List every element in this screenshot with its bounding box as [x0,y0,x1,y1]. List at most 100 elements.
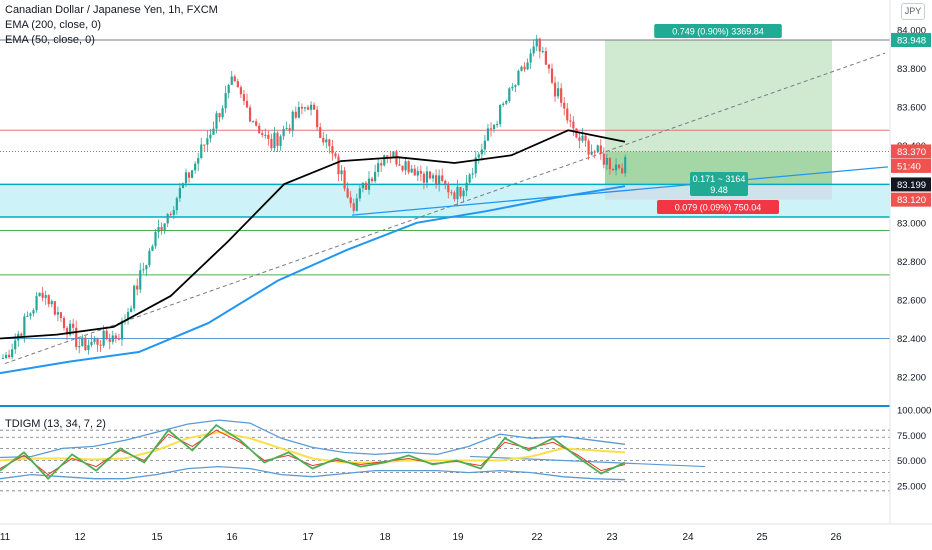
price-pane[interactable]: 0.749 (0.90%) 3369.84 0.079 (0.09%) 750.0… [0,24,890,407]
candle-body [270,138,273,149]
candle-body [72,323,75,328]
candle-body [398,164,401,166]
candle-body [11,349,14,358]
candle-body [206,138,209,145]
candle-body [593,151,596,153]
currency-badge[interactable]: JPY [901,3,925,20]
candle-body [221,108,224,118]
candle-body [410,168,413,173]
candle-body [26,315,29,317]
slow-line [0,431,626,464]
time-tick-label: 23 [606,532,618,543]
lower-band [0,465,626,481]
tdigm-legend[interactable]: TDIGM (13, 34, 7, 2) [5,418,106,430]
candle-body [267,134,270,139]
candle-body [120,320,124,340]
candle-body [157,226,160,232]
candle-body [364,182,368,190]
candle-body [53,301,56,315]
candle-body [59,312,63,319]
candle-body [502,103,505,106]
candle-body [114,335,117,339]
price-tick-label: 82.800 [897,257,926,268]
candle-body [81,337,84,347]
ema50-legend[interactable]: EMA (50, close, 0) [5,34,95,46]
candle-body [444,180,447,185]
candle-body [163,223,166,231]
indicator-tick-label: 25.000 [897,481,926,492]
candle-body [99,344,102,346]
candle-body [218,113,221,118]
candle-body [459,186,462,197]
candle-body [197,158,200,164]
price-tick-label: 82.600 [897,295,926,306]
price-tick-label: 83.800 [897,64,926,75]
candle-body [306,107,310,110]
candle-body [425,171,429,183]
candle-body [404,161,407,171]
candle-body [23,316,26,336]
candle-body [50,301,53,305]
candle-body [316,109,319,128]
price-tick-label: 84.000 [897,26,926,37]
price-tick-label: 83.600 [897,103,926,114]
candle-body [1,357,5,359]
candle-body [514,85,517,87]
candle-body [65,327,69,335]
target-label-bg [654,24,782,38]
symbol-title[interactable]: Canadian Dollar / Japanese Yen, 1h, FXCM [5,4,218,16]
candle-body [453,192,456,200]
candle-body [511,86,514,89]
candle-body [377,163,380,173]
candle-body [209,134,212,139]
candle-body [419,170,422,174]
indicator-pane[interactable] [0,419,890,492]
candle-body [136,285,139,290]
candle-body [611,169,615,171]
candle-body [471,173,474,175]
time-tick-label: 26 [830,532,842,543]
candle-body [343,170,346,189]
candle-body [172,210,175,215]
candle-body [599,145,602,154]
candle-body [212,128,215,135]
candle-body [374,172,377,182]
candle-body [441,175,444,181]
candle-body [130,308,133,312]
price-tick-label: 82.400 [897,334,926,345]
candle-body [194,163,197,171]
candle-body [584,135,587,141]
target-label: 0.749 (0.90%) 3369.84 [672,27,764,37]
rr-label-1: 0.171 ~ 3164 [693,174,746,184]
candle-body [90,341,93,346]
lower-trendline [351,166,889,216]
candle-body [313,104,316,110]
price-badge: 83.948 [897,36,926,47]
candle-body [78,346,81,348]
candle-body [569,120,572,122]
candle-body [273,132,276,149]
candle-body [175,198,178,211]
candle-body [264,134,267,136]
candle-body [435,175,438,184]
candle-body [38,292,41,297]
candle-body [87,345,90,350]
candle-body [557,88,560,97]
candle-body [230,76,233,85]
candle-body [148,250,151,266]
candle-body [108,339,111,342]
candle-body [166,214,169,224]
candle-body [187,172,191,178]
candle-body [523,66,526,70]
candle-body [328,139,331,147]
candle-body [538,38,541,52]
price-badge-bg [891,33,931,48]
candle-body [596,145,599,153]
candle-body [334,153,337,157]
candle-body [303,107,307,109]
candle-body [383,155,386,166]
candle-body [465,182,468,191]
ema200-legend[interactable]: EMA (200, close, 0) [5,19,101,31]
candle-body [239,87,242,95]
